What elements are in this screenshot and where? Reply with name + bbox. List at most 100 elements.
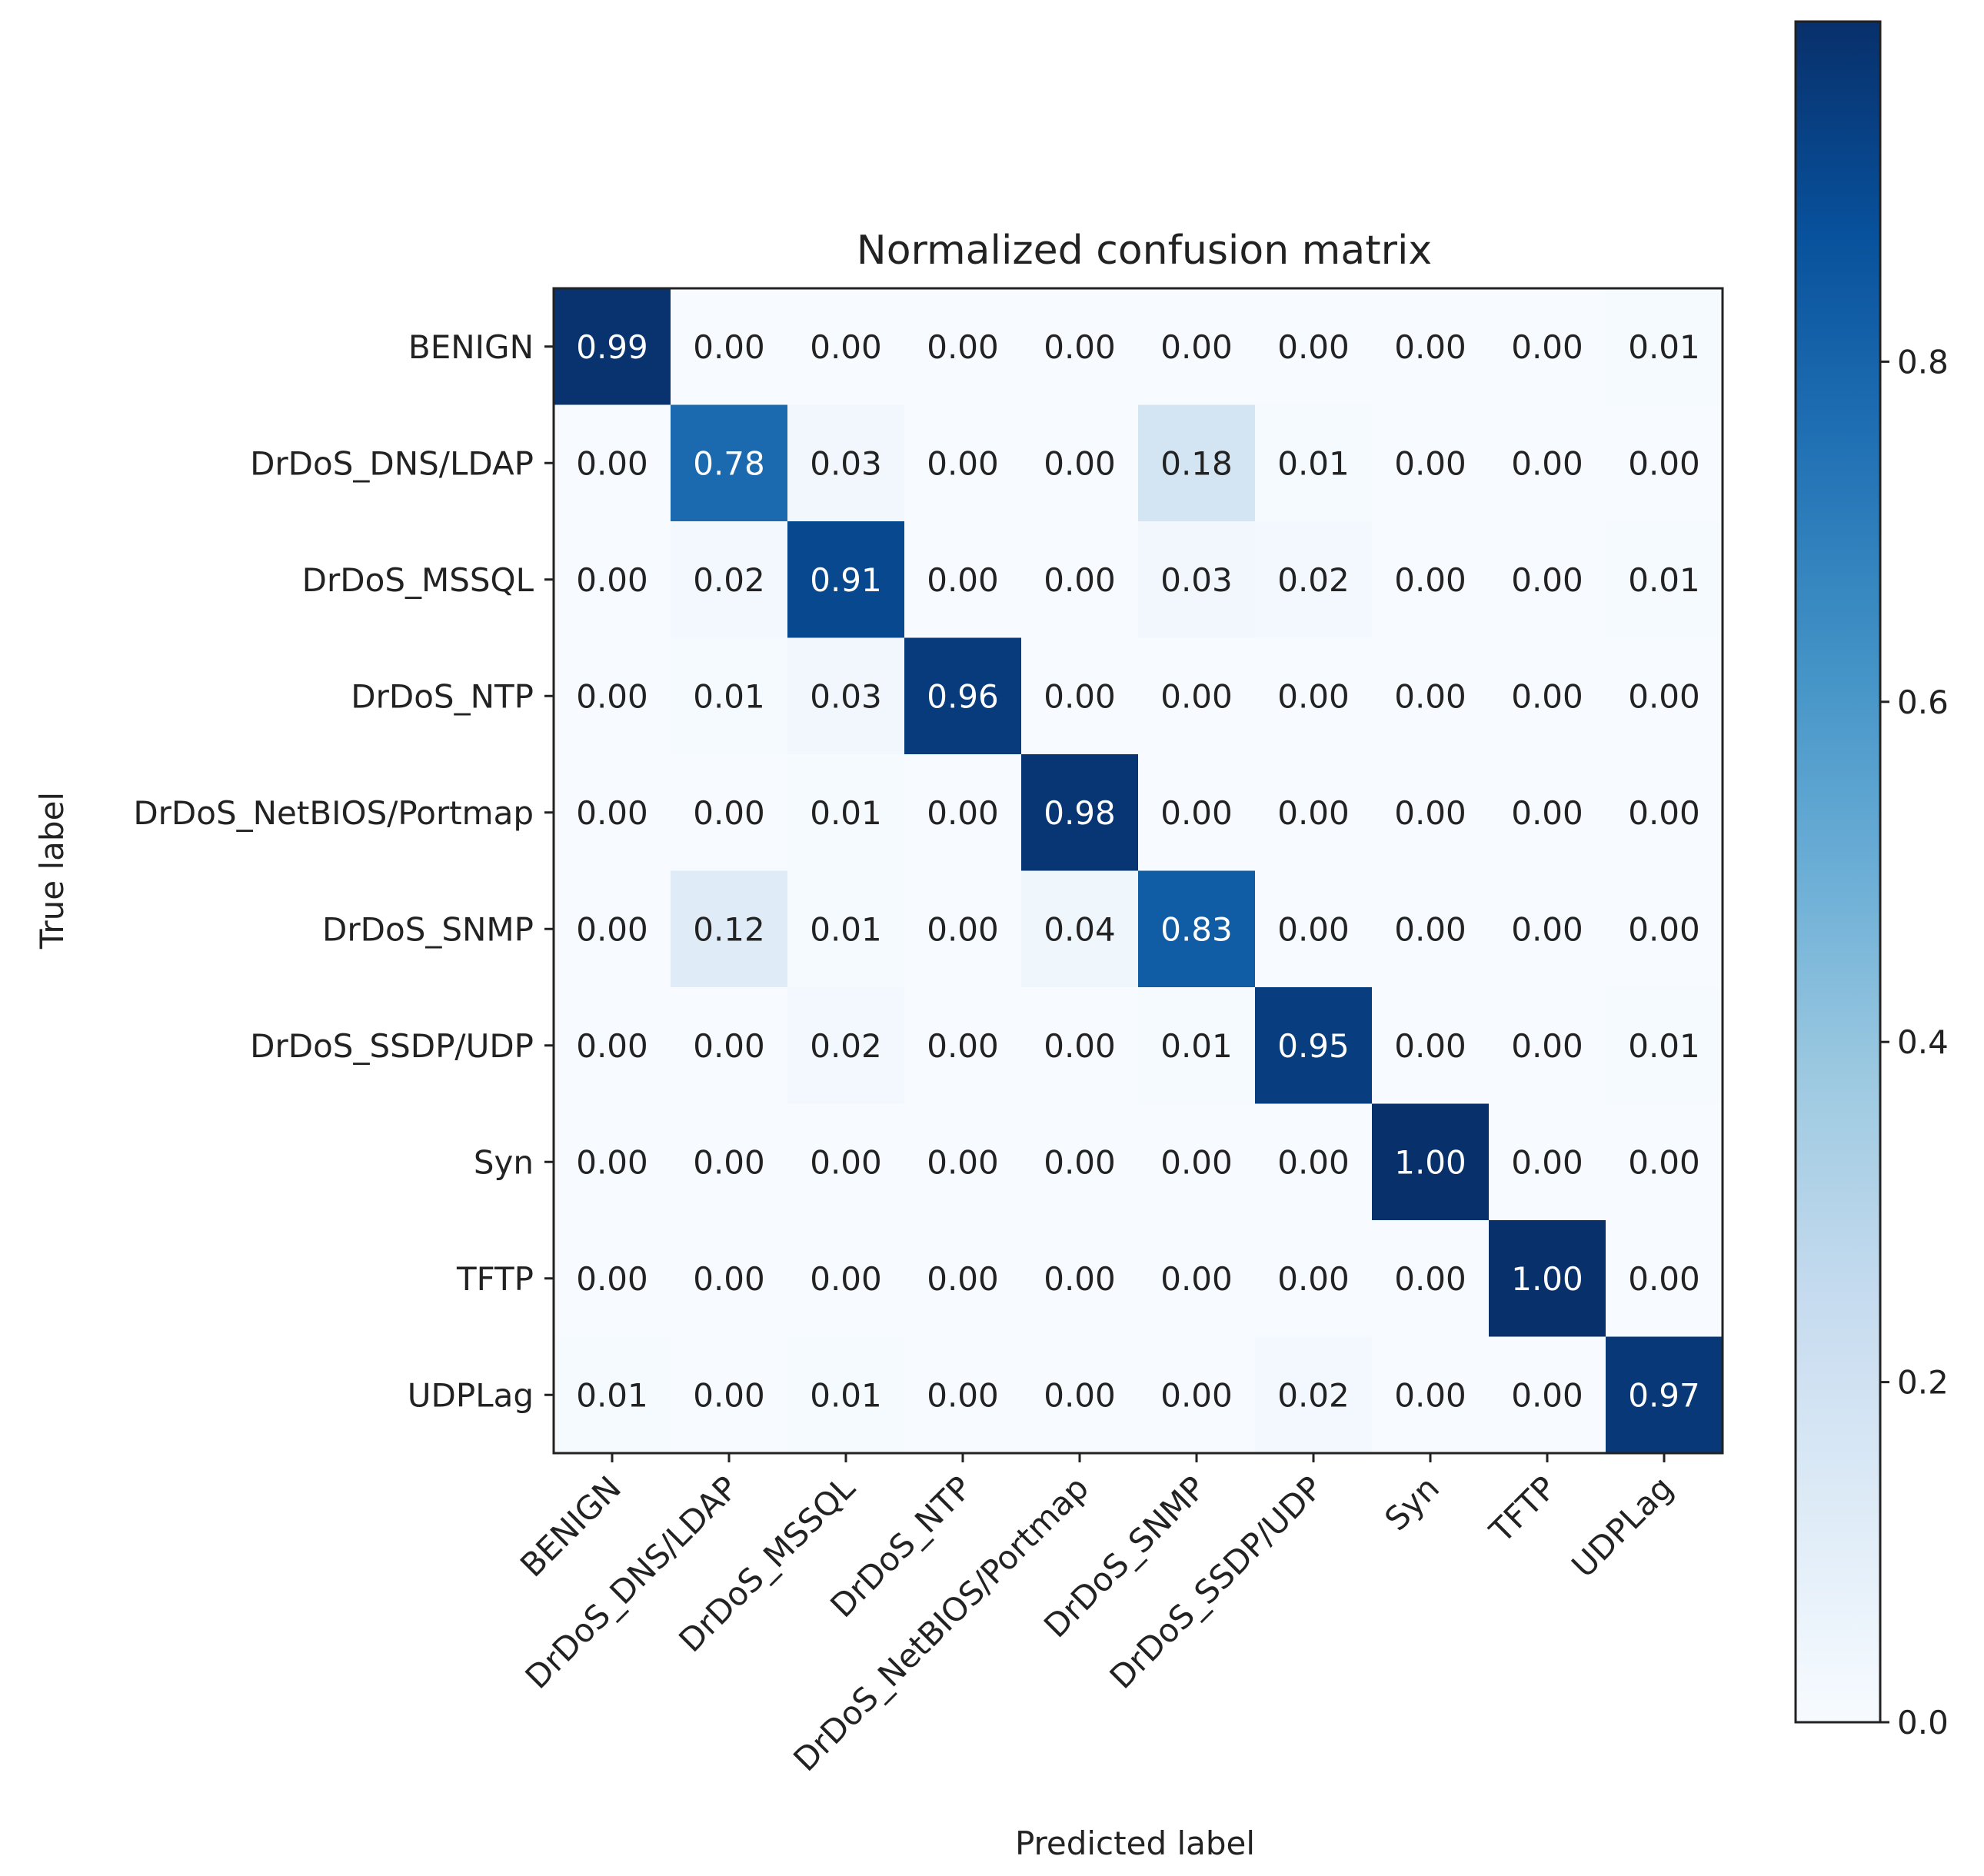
heatmap-cell bbox=[904, 870, 1022, 988]
heatmap-cell bbox=[787, 870, 905, 988]
cell-value: 0.00 bbox=[1160, 677, 1233, 715]
cell-value: 0.04 bbox=[1044, 910, 1116, 948]
heatmap-cell bbox=[1606, 754, 1723, 872]
plot-frame bbox=[552, 287, 1724, 1455]
heatmap-cell bbox=[1255, 1103, 1373, 1221]
heatmap-cell bbox=[1138, 870, 1256, 988]
heatmap-cell bbox=[554, 1103, 671, 1221]
heatmap-cell bbox=[1489, 870, 1606, 988]
heatmap-cell bbox=[1372, 521, 1490, 639]
heatmap-cell bbox=[1606, 987, 1723, 1105]
cell-value: 0.00 bbox=[1044, 444, 1116, 482]
cell-value: 0.00 bbox=[1628, 1143, 1700, 1181]
heatmap-cell bbox=[1372, 637, 1490, 755]
cell-value: 0.95 bbox=[1277, 1027, 1350, 1065]
heatmap-cell bbox=[554, 404, 671, 522]
heatmap-cell bbox=[1021, 637, 1139, 755]
cell-value: 0.00 bbox=[576, 1260, 648, 1298]
cell-value: 0.00 bbox=[1394, 910, 1466, 948]
cell-value: 0.00 bbox=[1394, 328, 1466, 366]
heatmap-cell bbox=[1489, 1220, 1606, 1338]
heatmap-cell bbox=[1021, 521, 1139, 639]
colorbar-tick-label: 0.2 bbox=[1897, 1364, 1949, 1402]
cell-value: 0.00 bbox=[576, 910, 648, 948]
heatmap-cell bbox=[1255, 521, 1373, 639]
cell-value: 0.00 bbox=[1511, 1027, 1583, 1065]
heatmap-cell bbox=[1489, 1103, 1606, 1221]
cell-value: 0.00 bbox=[1511, 910, 1583, 948]
cell-value: 0.00 bbox=[1277, 328, 1350, 366]
cell-value: 0.00 bbox=[1628, 677, 1700, 715]
cell-value: 0.01 bbox=[693, 677, 765, 715]
heatmap-cell bbox=[1255, 404, 1373, 522]
heatmap-cell bbox=[554, 987, 671, 1105]
y-tick-label: UDPLag bbox=[408, 1376, 534, 1414]
colorbar bbox=[1794, 20, 1882, 1724]
cell-value: 0.00 bbox=[1160, 328, 1233, 366]
cell-value: 0.03 bbox=[810, 444, 882, 482]
cell-value: 0.00 bbox=[810, 328, 882, 366]
cell-value: 0.02 bbox=[1277, 561, 1350, 599]
x-axis-label: Predicted label bbox=[1015, 1824, 1255, 1862]
cell-value: 0.00 bbox=[1628, 794, 1700, 832]
heatmap-cell bbox=[787, 754, 905, 872]
cell-value: 0.01 bbox=[810, 794, 882, 832]
cell-value: 0.00 bbox=[927, 1143, 999, 1181]
colorbar-tick-label: 0.0 bbox=[1897, 1704, 1949, 1741]
cell-value: 0.01 bbox=[1277, 444, 1350, 482]
heatmap-cell bbox=[554, 637, 671, 755]
y-tick-label: Syn bbox=[474, 1143, 534, 1181]
cell-value: 0.99 bbox=[576, 328, 648, 366]
heatmap-cell bbox=[671, 1220, 788, 1338]
cell-value: 0.00 bbox=[1394, 444, 1466, 482]
cell-value: 0.00 bbox=[1511, 677, 1583, 715]
cell-value: 0.98 bbox=[1044, 794, 1116, 832]
heatmap-cell bbox=[787, 637, 905, 755]
heatmap-cell bbox=[671, 404, 788, 522]
heatmap-cell bbox=[1255, 637, 1373, 755]
cell-value: 0.01 bbox=[576, 1376, 648, 1414]
cell-value: 0.00 bbox=[1394, 677, 1466, 715]
cell-value: 0.03 bbox=[810, 677, 882, 715]
cell-value: 0.00 bbox=[1277, 910, 1350, 948]
heatmap-cell bbox=[554, 754, 671, 872]
y-axis: BENIGN DrDoS_DNS/LDAP DrDoS_MSSQL DrDoS_NTP… bbox=[133, 328, 554, 1414]
heatmap-cell bbox=[1021, 987, 1139, 1105]
heatmap-cell bbox=[1138, 1103, 1256, 1221]
heatmap-cell bbox=[1489, 521, 1606, 639]
heatmap-cell bbox=[787, 987, 905, 1105]
cell-value: 0.00 bbox=[693, 1260, 765, 1298]
heatmap-cell bbox=[1606, 1336, 1723, 1454]
heatmap-cell bbox=[1255, 870, 1373, 988]
x-tick-label: Syn bbox=[1377, 1469, 1446, 1538]
cell-value: 0.00 bbox=[693, 1143, 765, 1181]
cell-value: 0.00 bbox=[576, 561, 648, 599]
cell-value: 0.00 bbox=[576, 794, 648, 832]
heatmap-cell bbox=[787, 1336, 905, 1454]
heatmap-cell bbox=[787, 521, 905, 639]
cell-value: 0.00 bbox=[810, 1260, 882, 1298]
heatmap-cell bbox=[671, 1336, 788, 1454]
heatmap-cell bbox=[671, 521, 788, 639]
heatmap-cell bbox=[1372, 987, 1490, 1105]
heatmap-cell bbox=[554, 1336, 671, 1454]
cell-value: 0.00 bbox=[1628, 1260, 1700, 1298]
heatmap-cell bbox=[1255, 288, 1373, 406]
cell-value: 0.00 bbox=[927, 1260, 999, 1298]
cell-value: 0.00 bbox=[1511, 794, 1583, 832]
heatmap-cell bbox=[904, 1103, 1022, 1221]
heatmap-cell bbox=[1138, 521, 1256, 639]
heatmap-cell bbox=[904, 1220, 1022, 1338]
heatmap-cell-labels: 0.99 0.00 0.00 0.00 0.00 0.00 0.00 0.00 0.00 0.01… bbox=[576, 328, 1700, 1415]
cell-value: 0.00 bbox=[693, 328, 765, 366]
cell-value: 0.00 bbox=[1511, 328, 1583, 366]
cell-value: 0.00 bbox=[1511, 1143, 1583, 1181]
cell-value: 0.00 bbox=[1511, 1376, 1583, 1414]
cell-value: 1.00 bbox=[1394, 1143, 1466, 1181]
heatmap-cell bbox=[1372, 754, 1490, 872]
cell-value: 0.83 bbox=[1160, 910, 1233, 948]
heatmap-cell bbox=[671, 987, 788, 1105]
heatmap-cell bbox=[1372, 1336, 1490, 1454]
cell-value: 0.00 bbox=[927, 561, 999, 599]
cell-value: 0.00 bbox=[927, 1376, 999, 1414]
